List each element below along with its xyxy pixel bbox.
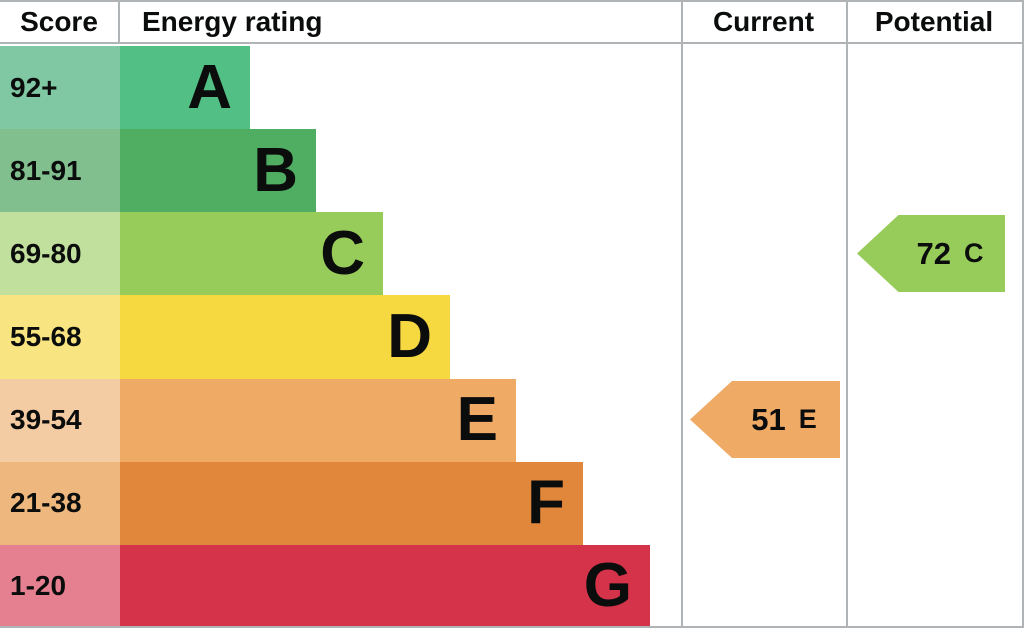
band-letter: F: [527, 468, 565, 538]
current-score-value: 51: [751, 401, 786, 437]
band-row-e: 39-54 E: [0, 378, 1022, 462]
band-bar-f: F: [120, 461, 583, 545]
score-column-header: Score: [0, 2, 120, 42]
band-row-d: 55-68 D: [0, 295, 1022, 379]
band-letter: B: [253, 135, 298, 205]
potential-score-value: 72: [916, 235, 951, 271]
band-score-range: 69-80: [0, 212, 120, 296]
band-bar-d: D: [120, 295, 450, 379]
current-column-header: Current: [712, 6, 815, 37]
band-bar-g: G: [120, 544, 650, 626]
band-letter: E: [456, 385, 498, 455]
potential-band-letter: C: [963, 238, 984, 268]
band-score-range: 39-54: [0, 378, 120, 462]
band-score-range: 21-38: [0, 461, 120, 545]
band-letter: C: [320, 218, 365, 288]
band-letter: A: [187, 52, 232, 122]
band-letter: D: [387, 301, 432, 371]
band-row-g: 1-20 G: [0, 544, 1022, 626]
band-score-range: 55-68: [0, 295, 120, 379]
band-score-range: 1-20: [0, 544, 120, 626]
band-row-f: 21-38 F: [0, 461, 1022, 545]
energy-rating-column-header: Energy rating: [142, 6, 323, 37]
chart-header: Score Energy rating Current Potential: [0, 2, 1022, 44]
band-bar-b: B: [120, 129, 316, 213]
band-score-range: 92+: [0, 46, 120, 130]
band-bar-e: E: [120, 378, 516, 462]
current-column-divider: [681, 2, 683, 626]
current-band-letter: E: [798, 404, 817, 434]
band-bar-a: A: [120, 46, 250, 130]
band-row-a: 92+ A: [0, 46, 1022, 130]
band-row-b: 81-91 B: [0, 129, 1022, 213]
band-bar-c: C: [120, 212, 383, 296]
band-score-range: 81-91: [0, 129, 120, 213]
band-row-c: 69-80 C: [0, 212, 1022, 296]
potential-column-header: Potential: [874, 6, 994, 37]
band-rows: 92+ A 81-91 B 69-80 C 55-68 D 39-54 E 21…: [0, 46, 1022, 626]
potential-column-divider: [846, 2, 848, 626]
band-letter: G: [583, 551, 632, 621]
